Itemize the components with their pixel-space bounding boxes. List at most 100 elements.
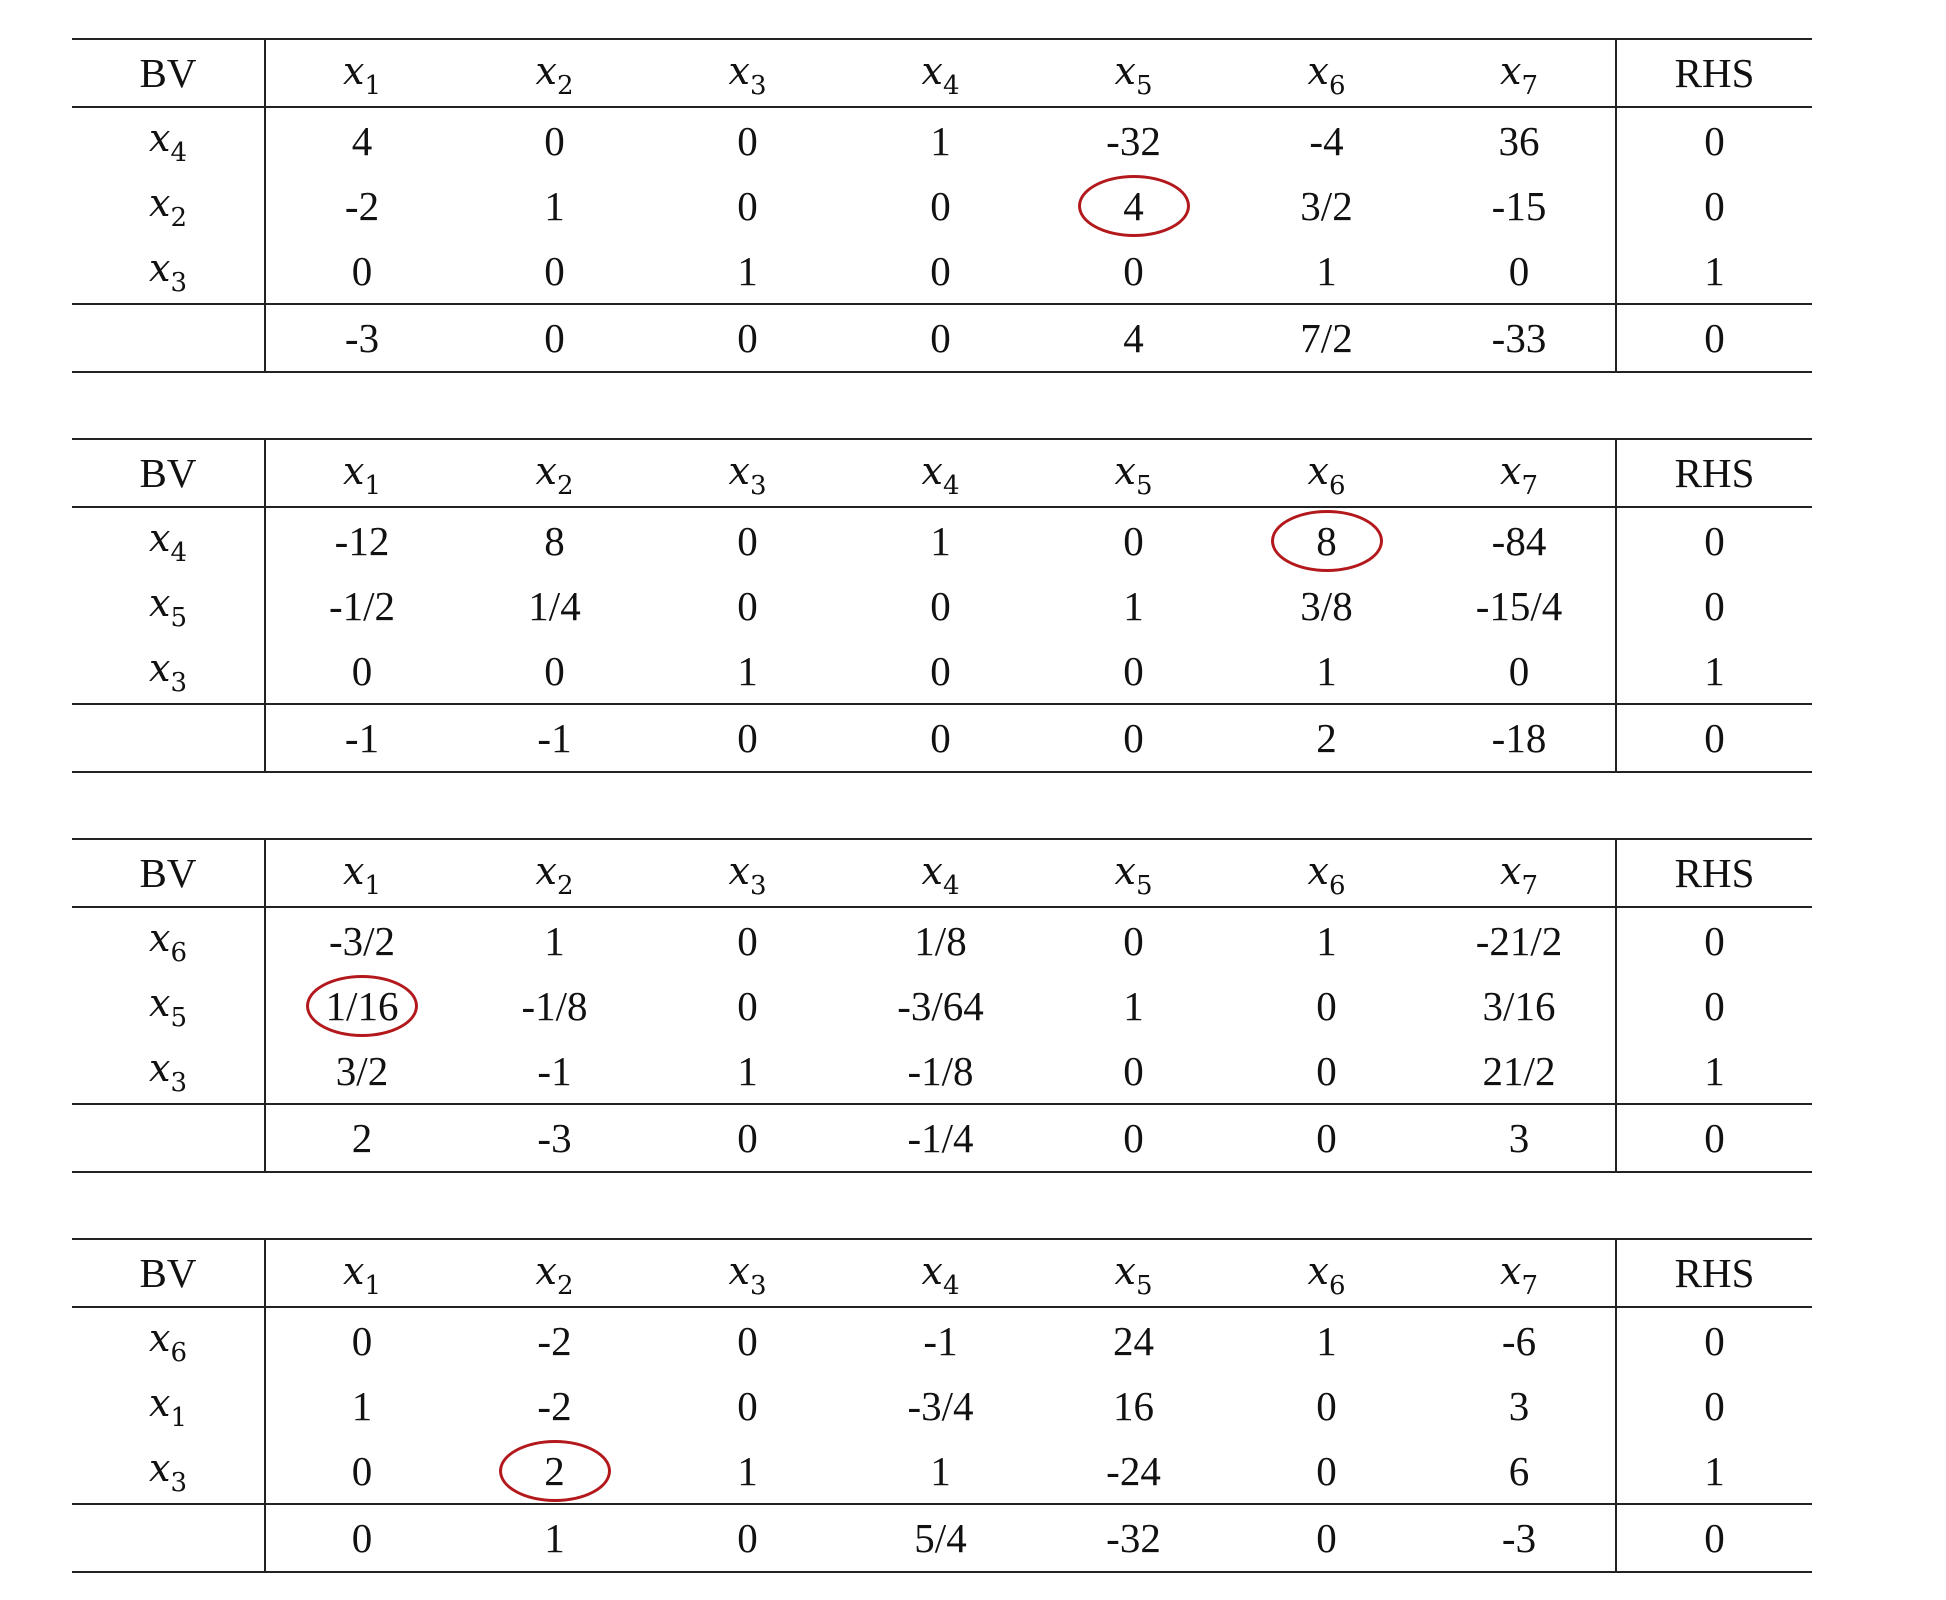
pivot-element: 1/16 (325, 982, 399, 1029)
variable-label: x3 (728, 848, 767, 901)
objective-label (72, 703, 266, 773)
coefficient-cell: -3/2 (265, 907, 458, 973)
basic-variable: x4 (72, 107, 266, 173)
objective-rhs: 0 (1615, 1503, 1812, 1573)
basic-variable-label: x2 (149, 181, 187, 233)
objective-cell: 0 (458, 303, 651, 373)
coefficient-cell: 3/2 (265, 1038, 458, 1104)
basic-variable: x2 (72, 173, 266, 238)
coefficient-cell: 0 (1230, 1373, 1423, 1438)
coefficient-cell: 0 (458, 638, 651, 704)
header-var-x3: x3 (651, 38, 844, 108)
coefficient-value: -2 (537, 1317, 572, 1364)
coefficient-value: -2 (344, 182, 380, 229)
header-row: BV x1 x2 x3 x4 x5 x6 x7 RHS (72, 838, 1812, 908)
coefficient-value: -15/4 (1475, 582, 1563, 629)
constraint-row: x6 0 -2 0 -1 24 1 -6 0 (72, 1307, 1812, 1373)
coefficient-cell: -3/64 (844, 973, 1037, 1038)
basic-variable: x3 (72, 238, 266, 304)
coefficient-value: 36 (1498, 117, 1540, 164)
coefficient-cell: 1/8 (844, 907, 1037, 973)
rhs-cell: 0 (1615, 907, 1812, 973)
coefficient-cell: 1 (1230, 907, 1423, 973)
objective-cell: -1/4 (844, 1103, 1037, 1173)
header-var-x1: x1 (265, 1238, 458, 1308)
coefficient-value: 0 (544, 117, 565, 164)
coefficient-cell: -1/2 (265, 573, 458, 638)
objective-cell: 2 (1230, 703, 1423, 773)
pivot-element: 8 (1316, 517, 1337, 564)
tableau-header: BV x1 x2 x3 x4 x5 x6 x7 RHS (72, 438, 1812, 508)
coefficient-cell: 0 (458, 107, 651, 173)
basic-variable-label: x1 (149, 1381, 187, 1433)
objective-cell: 4 (1037, 303, 1230, 373)
coefficient-cell: 0 (651, 173, 844, 238)
constraint-row: x3 0 0 1 0 0 1 0 1 (72, 638, 1812, 704)
basic-variable-label: x4 (149, 116, 187, 168)
coefficient-value: 0 (1316, 1447, 1337, 1494)
objective-cell: 0 (1230, 1103, 1423, 1173)
basic-variable-label: x6 (149, 1316, 187, 1368)
coefficient-value: 1/4 (528, 582, 581, 629)
coefficient-value: 0 (737, 182, 758, 229)
variable-label: x6 (1307, 848, 1346, 901)
tableau-body: x4 4 0 0 1 -32 -4 36 0 x2 -2 1 0 0 4 3/2 -15 0 x3 0 0 1 0 0 1 0 1-… (72, 107, 1812, 373)
variable-label: x4 (921, 848, 960, 901)
coefficient-value: 1 (930, 1447, 951, 1494)
header-var-x6: x6 (1230, 38, 1423, 108)
coefficient-cell: 1 (458, 173, 651, 238)
header-rhs: RHS (1615, 1238, 1812, 1308)
coefficient-cell: -1/8 (458, 973, 651, 1038)
coefficient-value: -32 (1106, 117, 1161, 164)
coefficient-value: 1 (737, 1447, 758, 1494)
coefficient-value: 1 (544, 182, 565, 229)
coefficient-value: -3/4 (907, 1382, 974, 1429)
header-var-x6: x6 (1230, 438, 1423, 508)
coefficient-cell: 0 (265, 1438, 458, 1504)
coefficient-value: 0 (1123, 1047, 1144, 1094)
coefficient-value: 21/2 (1482, 1047, 1556, 1094)
coefficient-cell: 0 (651, 573, 844, 638)
header-var-x5: x5 (1037, 838, 1230, 908)
coefficient-cell: 8 (458, 507, 651, 573)
objective-cell: 0 (651, 1103, 844, 1173)
basic-variable: x6 (72, 907, 266, 973)
variable-label: x6 (1307, 448, 1346, 501)
coefficient-cell: -15 (1423, 173, 1616, 238)
header-bv: BV (72, 838, 266, 908)
header-var-x7: x7 (1423, 38, 1616, 108)
basic-variable: x5 (72, 973, 266, 1038)
coefficient-value: -12 (334, 517, 390, 564)
coefficient-cell: -12 (265, 507, 458, 573)
tableau-body: x6 0 -2 0 -1 24 1 -6 0 x1 1 -2 0 -3/4 16 0 3 0 x3 0 2 1 1 -24 0 6… (72, 1307, 1812, 1573)
rhs-cell: 0 (1615, 573, 1812, 638)
tableau-header: BV x1 x2 x3 x4 x5 x6 x7 RHS (72, 838, 1812, 908)
objective-cell: 0 (844, 303, 1037, 373)
coefficient-cell: 3 (1423, 1373, 1616, 1438)
basic-variable-label: x3 (149, 1046, 187, 1098)
objective-rhs: 0 (1615, 303, 1812, 373)
variable-label: x5 (1114, 48, 1153, 101)
coefficient-value: 3 (1508, 1382, 1530, 1429)
coefficient-value: 3/2 (1300, 182, 1353, 229)
coefficient-cell: 0 (1037, 907, 1230, 973)
coefficient-cell: 0 (651, 973, 844, 1038)
simplex-tableau: BV x1 x2 x3 x4 x5 x6 x7 RHS x4 4 0 0 1 -32 -4 36 0 x2 -2 1 0 0… (72, 38, 1812, 373)
coefficient-cell: 0 (844, 173, 1037, 238)
variable-label: x4 (921, 48, 960, 101)
constraint-row: x4 -12 8 0 1 0 8 -84 0 (72, 507, 1812, 573)
objective-cell: 0 (265, 1503, 458, 1573)
coefficient-cell: 8 (1230, 507, 1423, 573)
simplex-tableau: BV x1 x2 x3 x4 x5 x6 x7 RHS x6 -3/2 1 0 1/8 0 1 -21/2 0 x5… (72, 838, 1812, 1173)
basic-variable: x3 (72, 638, 266, 704)
coefficient-value: 1 (737, 247, 758, 294)
constraint-row: x2 -2 1 0 0 4 3/2 -15 0 (72, 173, 1812, 238)
coefficient-value: 0 (544, 247, 565, 294)
coefficient-value: 0 (930, 647, 951, 694)
header-var-x1: x1 (265, 438, 458, 508)
variable-label: x1 (343, 1248, 381, 1301)
coefficient-cell: 0 (1230, 973, 1423, 1038)
header-var-x4: x4 (844, 1238, 1037, 1308)
objective-cell: -3 (265, 303, 458, 373)
objective-cell: 0 (651, 703, 844, 773)
